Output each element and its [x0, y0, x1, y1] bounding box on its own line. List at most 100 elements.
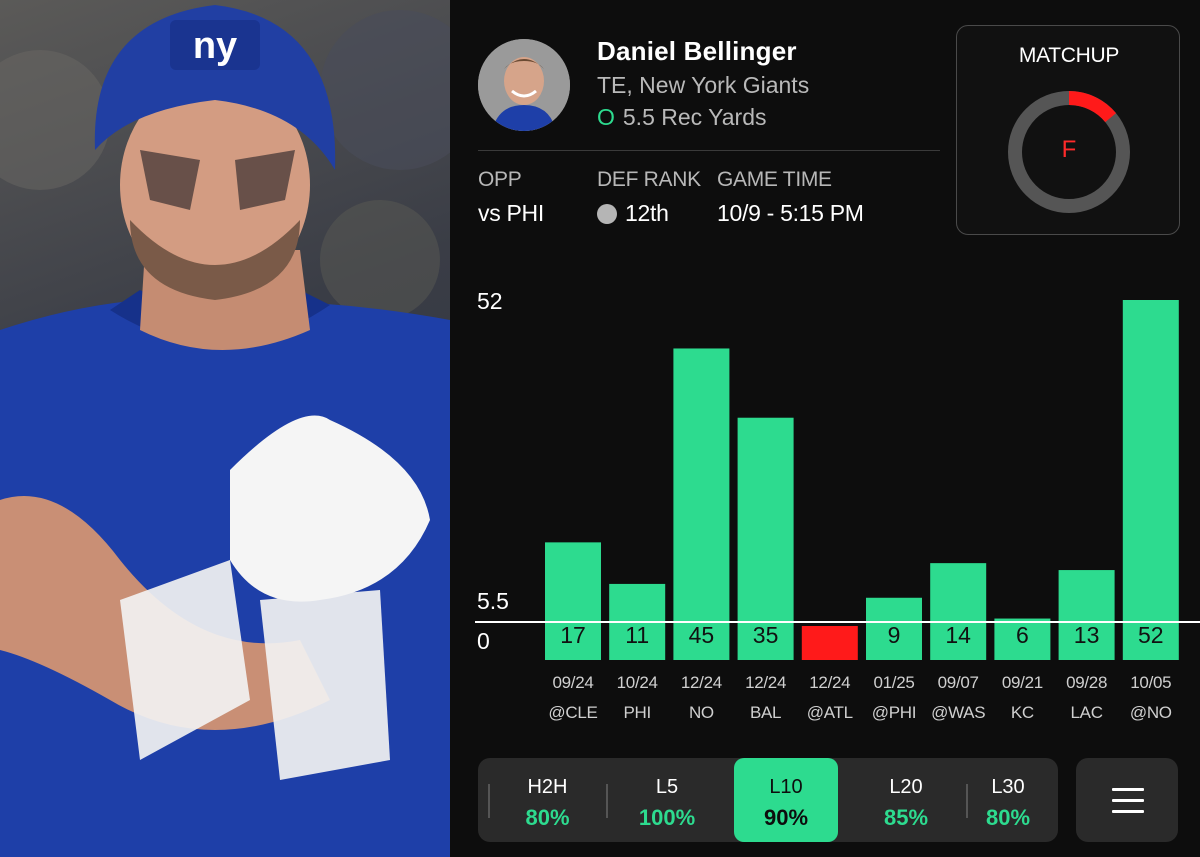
x-axis-opponent: KC	[1010, 703, 1034, 722]
prop-line: O 5.5 Rec Yards	[597, 104, 767, 131]
x-axis-label: 01/25 @PHI	[859, 668, 929, 728]
chart-bars	[475, 300, 1200, 660]
x-axis-opponent: @NO	[1129, 703, 1172, 722]
x-axis-date: 09/21	[1001, 673, 1043, 692]
def-rank-value: 12th	[597, 200, 669, 227]
header-divider	[478, 150, 940, 151]
x-axis-opponent: @CLE	[548, 703, 598, 722]
x-axis-opponent: BAL	[749, 703, 782, 722]
chart-bar[interactable]	[737, 417, 794, 660]
bar-value-label: 17	[560, 622, 586, 648]
x-axis-label: 10/24 PHI	[602, 668, 672, 728]
x-axis-date: 09/24	[552, 673, 594, 692]
bar-value-label: 9	[887, 622, 901, 648]
matchup-ring	[1008, 91, 1130, 213]
x-axis-label: 09/21 KC	[987, 668, 1057, 728]
player-photo: ny	[0, 0, 450, 857]
player-avatar	[478, 39, 570, 131]
player-position-team: TE, New York Giants	[597, 72, 810, 98]
tab-l30[interactable]: L30 80%	[968, 758, 1048, 842]
hamburger-menu-icon	[1112, 799, 1144, 802]
player-prop-panel: Daniel Bellinger TE, New York Giants O 5.…	[450, 0, 1200, 857]
matchup-title: MATCHUP	[1018, 44, 1120, 67]
bar-value-label: 35	[752, 622, 779, 648]
x-axis-opponent: NO	[688, 703, 714, 722]
tab-l10[interactable]: L10 90%	[734, 758, 838, 842]
x-axis-date: 01/25	[873, 673, 915, 692]
def-rank-text: 12th	[625, 200, 669, 226]
tab-percentage: 100%	[638, 805, 696, 830]
x-axis-opponent: @ATL	[806, 703, 853, 722]
x-axis-label: 12/24 BAL	[731, 668, 801, 728]
game-log-chart: 52 5.5 0 17 09/24 @CLE 11 10/24 PHI 45 12/24 NO 3…	[450, 270, 1200, 740]
tab-label: L20	[889, 776, 923, 798]
x-axis-opponent: PHI	[623, 703, 651, 722]
y-axis-zero-label: 0	[477, 628, 490, 654]
tab-percentage: 90%	[763, 805, 809, 830]
chart-bar[interactable]	[866, 597, 922, 660]
tab-percentage: 80%	[985, 805, 1031, 830]
x-axis-date: 12/24	[745, 673, 787, 692]
matchup-card[interactable]: MATCHUP F	[956, 25, 1180, 235]
chart-bar[interactable]	[673, 348, 730, 660]
game-time-label: GAME TIME	[717, 168, 832, 191]
def-rank-label: DEF RANK	[597, 168, 701, 191]
tab-percentage: 80%	[525, 805, 570, 830]
x-axis-date: 12/24	[680, 673, 722, 692]
bar-value-label: 6	[1015, 622, 1029, 648]
tab-label: L10	[769, 776, 803, 798]
game-time-value: 10/9 - 5:15 PM	[717, 200, 864, 226]
over-under-indicator: O	[597, 104, 615, 130]
chart-bar[interactable]	[545, 542, 601, 660]
x-axis-date: 09/07	[937, 673, 979, 692]
tab-label: L30	[991, 776, 1025, 798]
tab-label: L5	[655, 776, 679, 798]
tab-separator	[606, 784, 608, 818]
tab-l5[interactable]: L5 100%	[608, 758, 726, 842]
x-axis-opponent: LAC	[1070, 703, 1103, 722]
x-axis-date: 12/24	[809, 673, 851, 692]
tab-label: H2H	[527, 776, 568, 798]
tab-percentage: 85%	[883, 805, 929, 830]
x-axis-label: 12/24 NO	[666, 668, 736, 728]
tab-h2h[interactable]: H2H 80%	[490, 758, 605, 842]
player-avatar-art	[478, 39, 570, 131]
hamburger-menu-icon	[1112, 788, 1144, 791]
chart-bar[interactable]	[1058, 570, 1115, 660]
gray-circle-icon	[597, 204, 617, 224]
svg-text:ny: ny	[193, 25, 237, 67]
split-tabs: H2H 80% L5 100% L10 90% L20 85% L30 80%	[478, 758, 1058, 842]
tab-l20[interactable]: L20 85%	[846, 758, 966, 842]
x-axis-label: 10/05 @NO	[1116, 668, 1186, 728]
x-axis-date: 10/05	[1130, 673, 1172, 692]
x-axis-opponent: @WAS	[931, 703, 986, 722]
prop-text: 5.5 Rec Yards	[622, 104, 767, 130]
x-axis-label: 09/28 LAC	[1052, 668, 1122, 728]
opp-value: vs PHI	[478, 200, 544, 226]
chart-bar[interactable]	[1122, 300, 1179, 660]
opp-label: OPP	[478, 168, 522, 191]
bar-value-label: 52	[1138, 622, 1164, 648]
x-axis-opponent: @PHI	[871, 703, 917, 722]
matchup-ring-fill	[1008, 91, 1130, 213]
bar-value-label: 45	[688, 622, 715, 648]
matchup-grade: F	[1061, 136, 1077, 163]
x-axis-label: 12/24 @ATL	[795, 668, 865, 728]
x-axis-date: 10/24	[616, 673, 658, 692]
player-name: Daniel Bellinger	[597, 36, 797, 66]
y-axis-max-label: 52	[477, 288, 503, 314]
chart-bar[interactable]	[801, 626, 858, 660]
tab-separator	[488, 784, 490, 818]
prop-line-label: 5.5	[477, 588, 509, 614]
bar-value-label: 11	[625, 622, 650, 648]
x-axis-label: 09/07 @WAS	[923, 668, 993, 728]
x-axis-label: 09/24 @CLE	[538, 668, 608, 728]
chart-bar[interactable]	[994, 618, 1051, 660]
bar-value-label: 13	[1073, 622, 1100, 648]
bar-value-label: 14	[945, 622, 971, 648]
menu-button[interactable]	[1076, 758, 1178, 842]
hamburger-menu-icon	[1112, 810, 1144, 813]
player-photo-art: ny	[0, 5, 450, 857]
chart-bar[interactable]	[930, 563, 987, 660]
x-axis-date: 09/28	[1066, 673, 1108, 692]
